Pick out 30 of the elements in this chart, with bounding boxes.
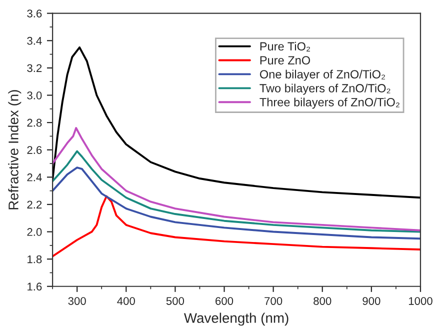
- y-tick-label: 2.2: [27, 200, 42, 208]
- y-axis-title: Refractive Index (n): [8, 90, 22, 210]
- y-tick-label: 2.6: [27, 146, 42, 154]
- y-tick-label: 2.0: [27, 228, 42, 236]
- legend-label: Pure TiO₂: [260, 42, 310, 52]
- line-series: [52, 195, 420, 258]
- x-tick-label: 700: [264, 297, 282, 305]
- y-tick-label: 3.4: [27, 36, 42, 45]
- x-axis-title: Wavelength (nm): [184, 312, 288, 326]
- legend-label: Pure ZnO: [260, 56, 310, 65]
- x-tick-label: 800: [314, 297, 332, 305]
- x-tick-label: 1000: [408, 297, 432, 305]
- x-tick-label: 600: [216, 297, 234, 305]
- line-series: [52, 150, 420, 233]
- legend-label: Two bilayers of ZnO/TiO₂: [260, 84, 390, 95]
- legend-label: One bilayer of ZnO/TiO₂: [260, 70, 385, 81]
- y-tick-label: 3.2: [27, 64, 42, 72]
- line-series: [52, 166, 420, 240]
- y-tick-label: 2.4: [27, 173, 42, 182]
- y-tick-label: 1.8: [28, 255, 42, 264]
- x-tick-label: 900: [362, 297, 380, 305]
- y-tick-label: 1.6: [28, 282, 42, 291]
- y-tick-label: 3.6: [27, 10, 42, 18]
- x-tick-label: 400: [117, 297, 135, 305]
- x-tick-label: 300: [68, 297, 86, 305]
- legend-label: Three bilayers of ZnO/TiO₂: [260, 98, 400, 109]
- x-tick-label: 500: [166, 297, 184, 305]
- y-tick-label: 2.8: [27, 118, 42, 127]
- line-series: [52, 127, 420, 232]
- y-tick-label: 3.0: [27, 92, 42, 100]
